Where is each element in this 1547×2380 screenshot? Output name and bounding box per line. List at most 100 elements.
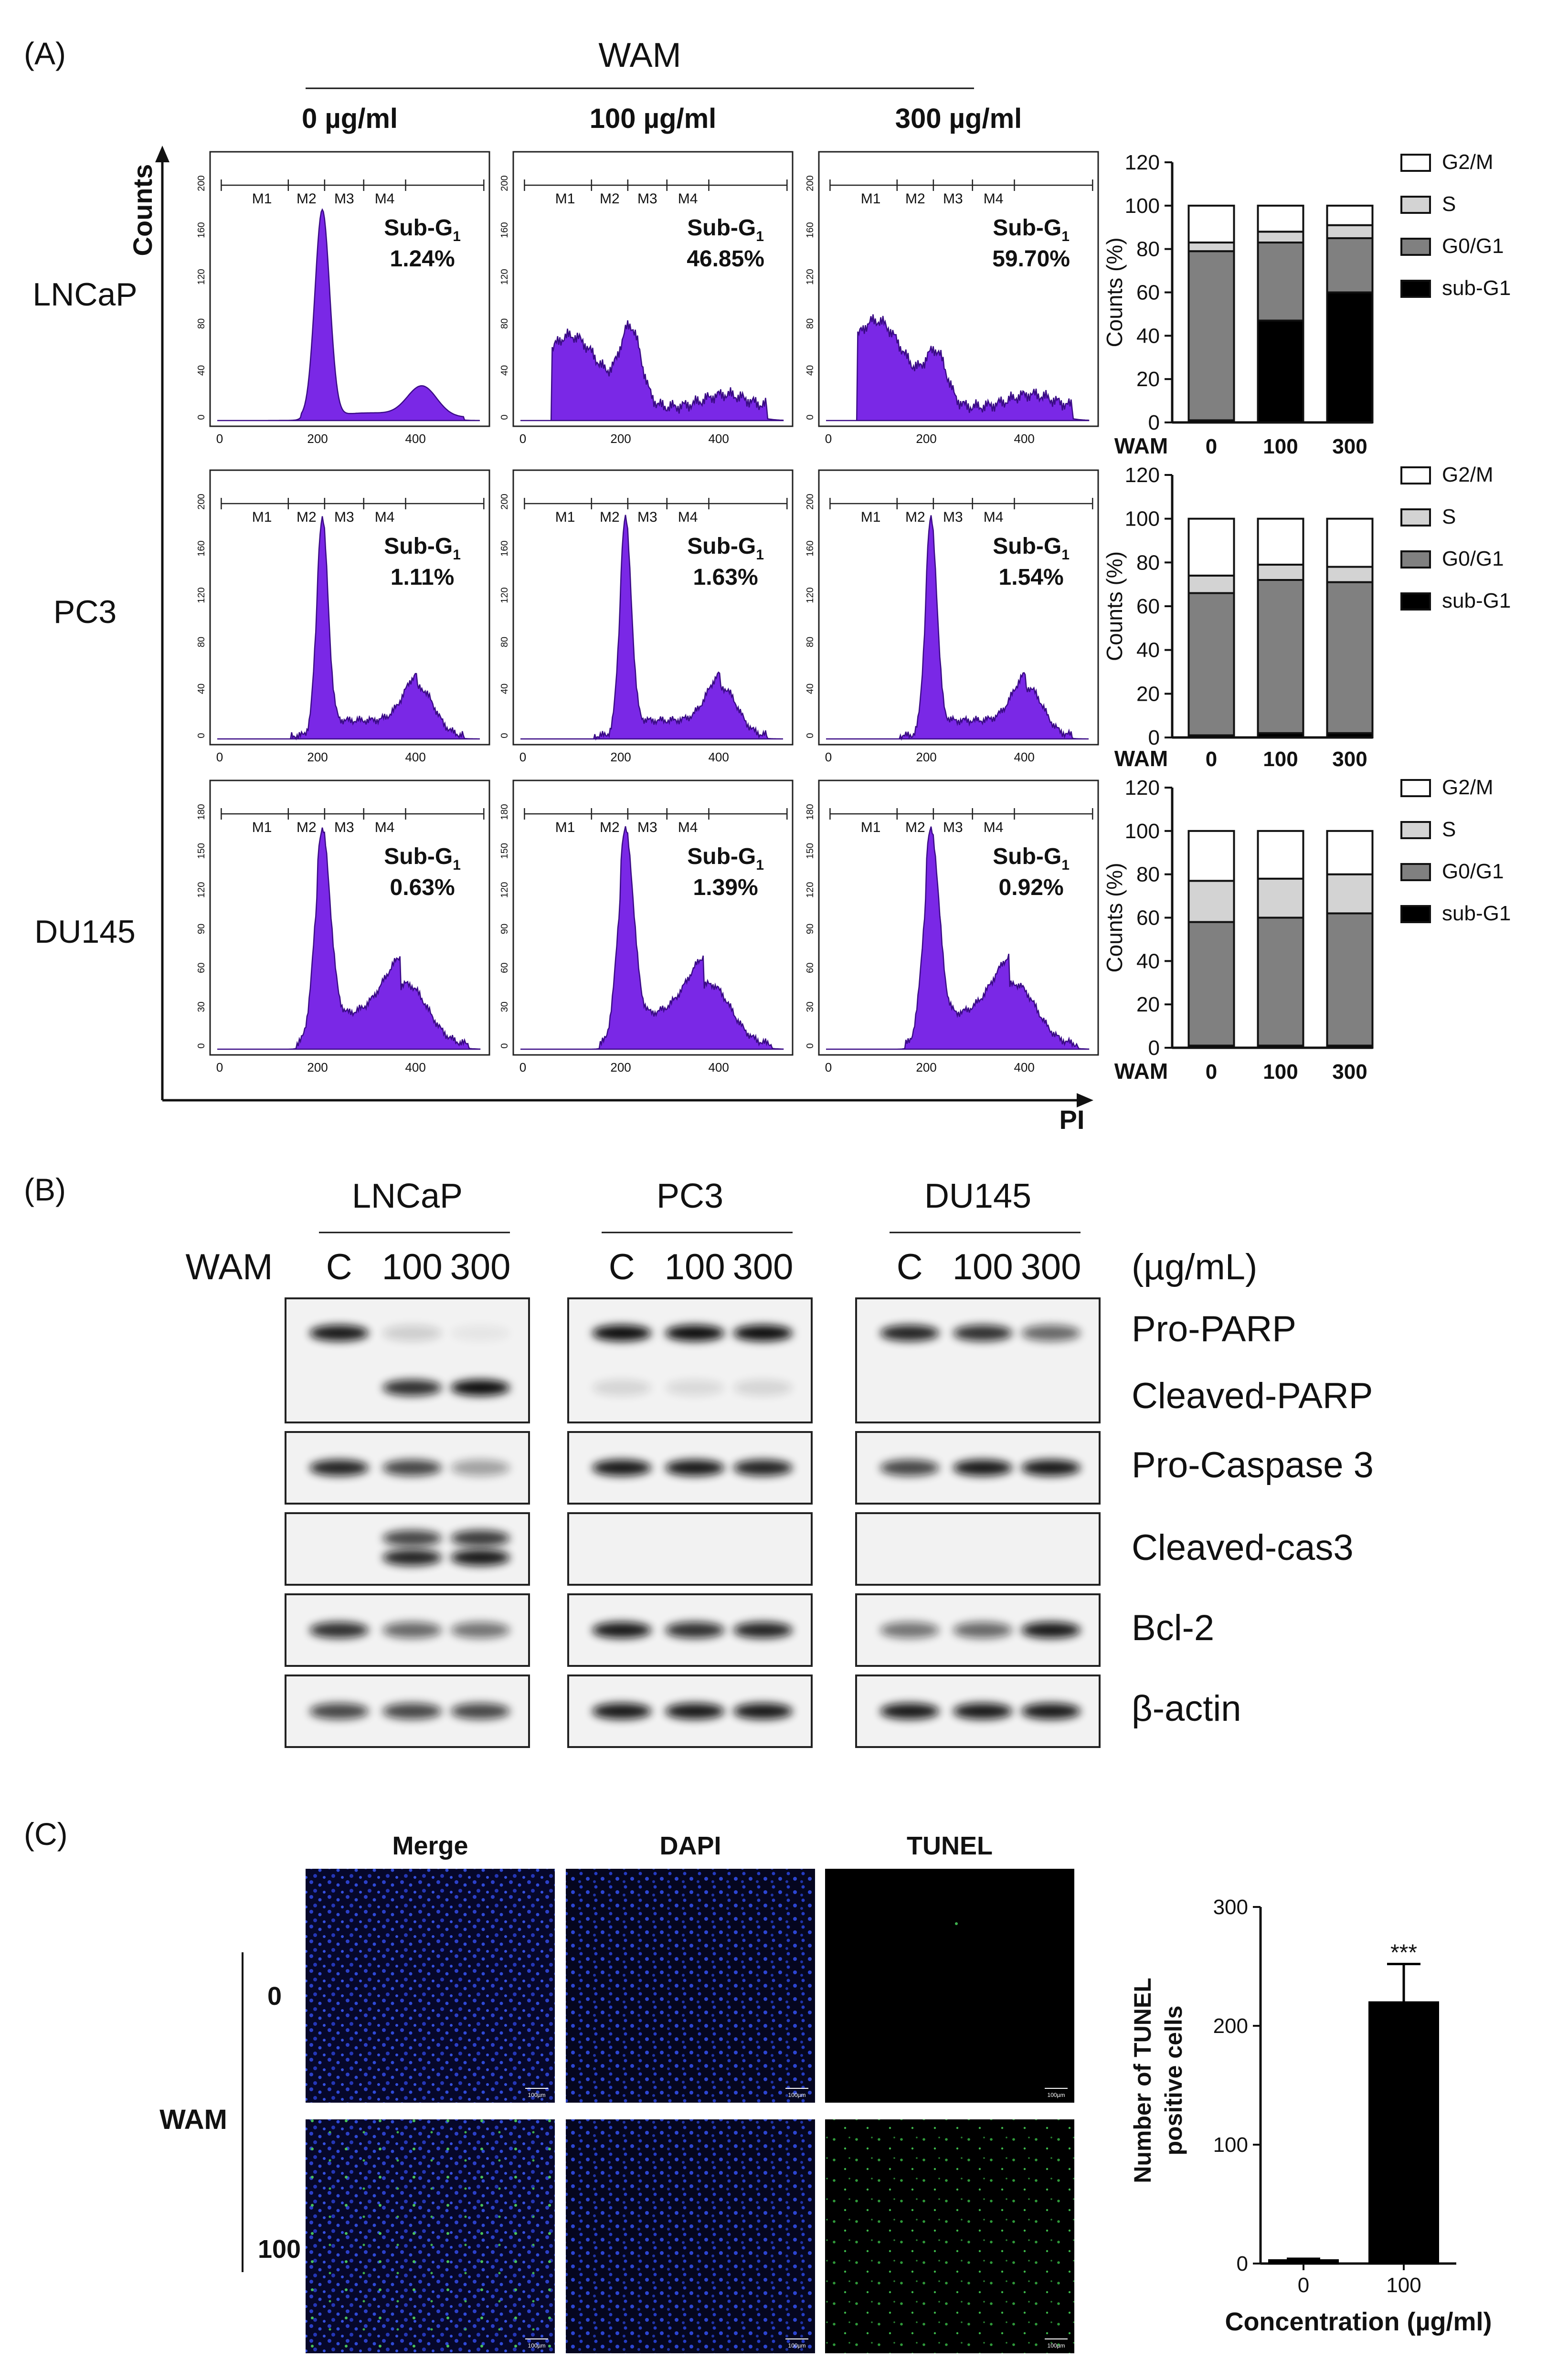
marker-label: M1 (555, 509, 575, 525)
marker-label: M3 (943, 820, 963, 835)
blot-panel (855, 1593, 1101, 1667)
protein-band (592, 1622, 652, 1638)
marker-label: M4 (375, 820, 395, 835)
micrograph: 100µm (825, 1869, 1074, 2103)
protein-band (451, 1530, 510, 1547)
marker-label: M2 (297, 191, 317, 207)
chart-y-tick-label: 80 (1136, 551, 1160, 574)
legend-swatch (1400, 196, 1431, 214)
protein-band (665, 1703, 725, 1719)
legend-swatch (1400, 280, 1431, 298)
marker-label: M3 (637, 509, 657, 525)
concentration-header: 100 µg/ml (590, 103, 717, 134)
legend-label: G0/G1 (1442, 547, 1504, 570)
protein-band (665, 1380, 725, 1396)
y-tick-label: 160 (196, 540, 207, 556)
tunel-row-label: 0 (267, 1982, 282, 2011)
bar-segment (1187, 250, 1235, 421)
marker-label: M1 (861, 509, 881, 525)
chart-x-tick-label: 0 (1206, 435, 1217, 458)
cell-line-label: PC3 (53, 594, 117, 630)
bar-segment (1326, 581, 1374, 734)
chart-y-tick-label: 60 (1136, 906, 1160, 930)
significance-annotation: *** (1390, 1940, 1417, 1966)
chart-y-tick-label: 40 (1136, 639, 1160, 662)
protein-band (382, 1460, 442, 1476)
histogram-frame (512, 469, 794, 746)
chart-x-tick-label: 300 (1332, 1060, 1367, 1084)
chart-x-label: WAM (1114, 433, 1168, 458)
y-tick-label: 150 (196, 843, 207, 859)
subg1-value: 1.11% (391, 565, 454, 590)
bar-segment (1187, 880, 1235, 923)
y-tick-label: 90 (499, 924, 510, 934)
y-tick-label: 120 (196, 269, 207, 284)
blot-panel (567, 1593, 813, 1667)
subg1-label: Sub-G1 (384, 215, 461, 244)
cell-line-label: LNCaP (32, 276, 137, 313)
legend-swatch (1400, 905, 1431, 923)
legend-label: sub-G1 (1442, 902, 1511, 925)
chart-y-tick-label: 100 (1213, 2133, 1248, 2157)
x-tick-label: 200 (916, 432, 936, 446)
protein-band (733, 1460, 793, 1476)
subg1-label: Sub-G1 (993, 844, 1070, 873)
histogram-fill (217, 208, 480, 421)
marker-label: M2 (905, 509, 925, 525)
marker-label: M1 (252, 191, 272, 207)
protein-band (665, 1460, 725, 1476)
x-tick-label: 0 (216, 750, 223, 764)
y-tick-label: 160 (805, 222, 816, 238)
y-tick-label: 200 (805, 175, 816, 191)
cell-line-label: DU145 (34, 914, 136, 950)
panel-label-c: (C) (24, 1816, 68, 1852)
x-tick-label: 400 (708, 432, 729, 446)
subg1-label: Sub-G1 (687, 215, 764, 244)
legend-label: G0/G1 (1442, 234, 1504, 258)
histogram-panel: M1 M2 M3 M4 180 150 120 90 60 30 0 0 200 400 Sub-G11.3… (499, 779, 794, 1074)
micrograph-image (825, 2119, 1074, 2353)
marker-label: M1 (555, 820, 575, 835)
band-label: Pro-Caspase 3 (1132, 1445, 1374, 1485)
y-tick-label: 40 (805, 365, 816, 376)
marker-label: M4 (678, 509, 698, 525)
legend-swatch (1400, 466, 1431, 484)
subg1-label: Sub-G1 (384, 844, 461, 873)
blot-frame (285, 1297, 530, 1423)
scale-bar-label: 100µm (528, 2342, 546, 2349)
bar-segment (1326, 204, 1374, 226)
histogram-frame (512, 779, 794, 1056)
marker-label: M2 (600, 509, 620, 525)
lane-label: 100 (382, 1247, 443, 1287)
protein-band (592, 1703, 652, 1719)
blot-frame (855, 1297, 1101, 1423)
protein-band (880, 1703, 940, 1719)
protein-band (592, 1325, 652, 1341)
protein-band (665, 1325, 725, 1341)
blot-frame (855, 1512, 1101, 1586)
band-label: Cleaved-cas3 (1132, 1527, 1354, 1568)
marker-label: M3 (943, 191, 963, 207)
histogram-panel: M1 M2 M3 M4 180 150 120 90 60 30 0 0 200 400 Sub-G10.9… (805, 779, 1099, 1074)
blot-cell-line: PC3 (657, 1177, 723, 1215)
x-tick-label: 200 (307, 1060, 328, 1074)
concentration-header: 0 µg/ml (302, 103, 398, 134)
tunel-spot (955, 1922, 958, 1925)
legend-swatch (1400, 508, 1431, 527)
blot-panel (285, 1297, 530, 1423)
chart-y-tick-label: 120 (1125, 463, 1160, 487)
blot-panel (855, 1297, 1101, 1423)
legend-swatch (1400, 238, 1431, 256)
bar (1268, 2259, 1339, 2264)
histogram-y-label: Counts (127, 164, 158, 256)
y-tick-label: 150 (499, 843, 510, 859)
histogram-fill (217, 827, 481, 1050)
bar-segment (1257, 563, 1304, 581)
chart-y-tick-label: 120 (1125, 776, 1160, 800)
x-tick-label: 0 (519, 750, 526, 764)
chart-y-tick-label: 80 (1136, 863, 1160, 886)
blot-panel (855, 1674, 1101, 1748)
